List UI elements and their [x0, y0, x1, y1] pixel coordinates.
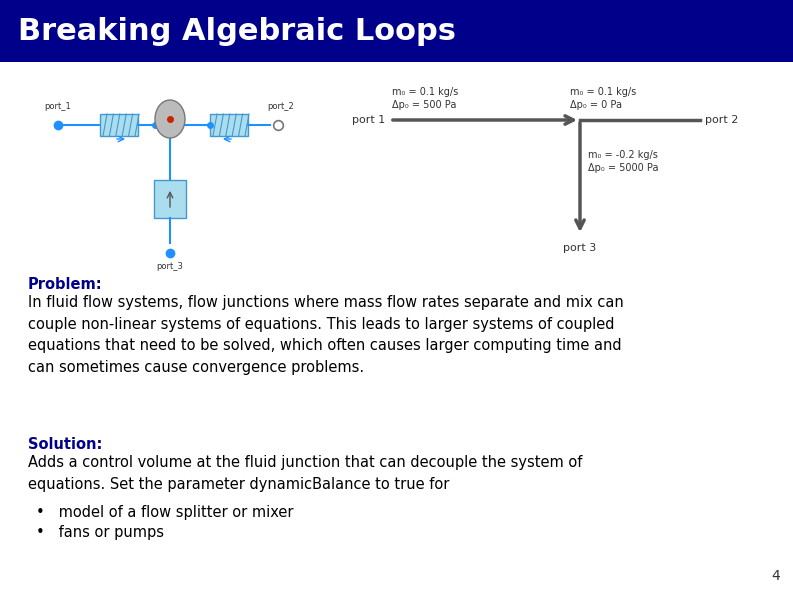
- Text: port 2: port 2: [705, 115, 738, 125]
- Text: port 1: port 1: [352, 115, 385, 125]
- Text: Adds a control volume at the fluid junction that can decouple the system of
equa: Adds a control volume at the fluid junct…: [28, 455, 582, 491]
- Text: •   fans or pumps: • fans or pumps: [36, 525, 164, 540]
- Text: port_1: port_1: [44, 102, 71, 111]
- Text: Breaking Algebraic Loops: Breaking Algebraic Loops: [18, 17, 456, 45]
- FancyBboxPatch shape: [100, 114, 138, 136]
- Text: In fluid flow systems, flow junctions where mass flow rates separate and mix can: In fluid flow systems, flow junctions wh…: [28, 295, 624, 375]
- Bar: [0, 0, 793, 62]
- Text: m₀ = -0.2 kg/s
Δp₀ = 5000 Pa: m₀ = -0.2 kg/s Δp₀ = 5000 Pa: [588, 150, 658, 173]
- Text: port 3: port 3: [563, 243, 596, 253]
- Text: 4: 4: [772, 569, 780, 583]
- Text: Solution:: Solution:: [28, 437, 102, 452]
- Text: port_2: port_2: [267, 102, 294, 111]
- Text: m₀ = 0.1 kg/s
Δp₀ = 500 Pa: m₀ = 0.1 kg/s Δp₀ = 500 Pa: [392, 87, 458, 110]
- Text: Problem:: Problem:: [28, 277, 102, 292]
- Text: m₀ = 0.1 kg/s
Δp₀ = 0 Pa: m₀ = 0.1 kg/s Δp₀ = 0 Pa: [570, 87, 636, 110]
- Text: •   model of a flow splitter or mixer: • model of a flow splitter or mixer: [36, 505, 293, 520]
- Ellipse shape: [155, 100, 185, 138]
- FancyBboxPatch shape: [210, 114, 248, 136]
- FancyBboxPatch shape: [154, 180, 186, 218]
- Text: port_3: port_3: [156, 262, 183, 271]
